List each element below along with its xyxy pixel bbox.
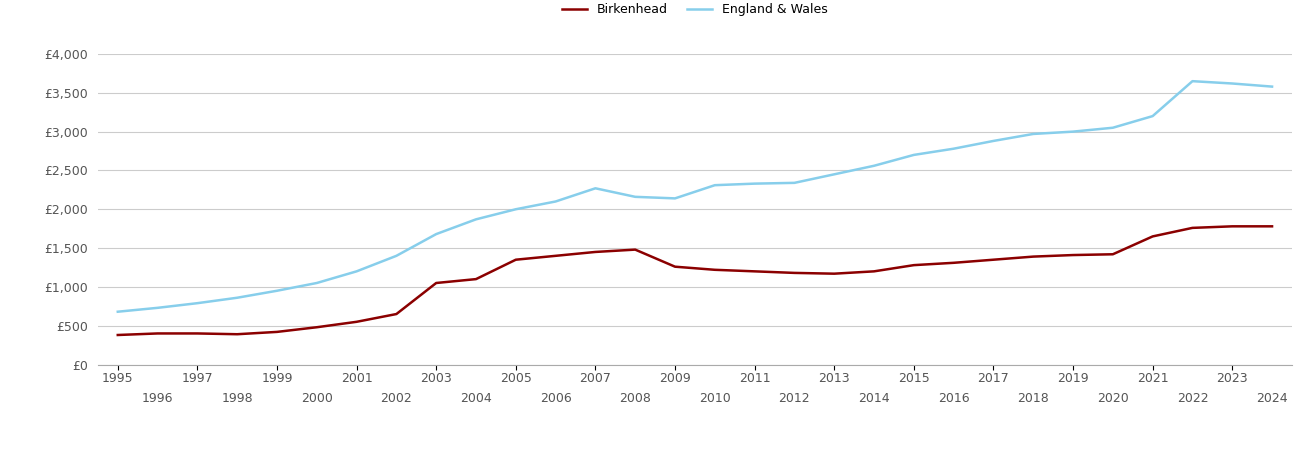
England & Wales (110, 309, 125, 315)
Line: England & Wales: England & Wales (117, 81, 1272, 312)
Birkenhead (508, 257, 523, 262)
Birkenhead (269, 329, 284, 335)
England & Wales (787, 180, 803, 185)
Birkenhead (667, 264, 683, 270)
Birkenhead (826, 271, 842, 276)
Birkenhead (348, 319, 364, 324)
Birkenhead (468, 276, 484, 282)
England & Wales (428, 231, 444, 237)
England & Wales (1065, 129, 1081, 134)
England & Wales (985, 138, 1001, 144)
Birkenhead (906, 262, 921, 268)
England & Wales (746, 181, 762, 186)
Birkenhead (1026, 254, 1041, 259)
England & Wales (348, 269, 364, 274)
England & Wales (826, 171, 842, 177)
England & Wales (1265, 84, 1280, 89)
Birkenhead (110, 332, 125, 338)
England & Wales (468, 216, 484, 222)
England & Wales (707, 183, 723, 188)
England & Wales (1224, 81, 1240, 86)
England & Wales (1185, 78, 1201, 84)
Birkenhead (230, 332, 245, 337)
Birkenhead (707, 267, 723, 273)
Birkenhead (946, 260, 962, 265)
England & Wales (309, 280, 325, 286)
Birkenhead (628, 247, 643, 252)
England & Wales (230, 295, 245, 301)
England & Wales (946, 146, 962, 151)
Legend: Birkenhead, England & Wales: Birkenhead, England & Wales (557, 0, 833, 21)
England & Wales (906, 152, 921, 158)
England & Wales (667, 196, 683, 201)
Birkenhead (150, 331, 166, 336)
England & Wales (1105, 125, 1121, 130)
Birkenhead (1265, 224, 1280, 229)
England & Wales (269, 288, 284, 293)
Line: Birkenhead: Birkenhead (117, 226, 1272, 335)
England & Wales (587, 185, 603, 191)
Birkenhead (985, 257, 1001, 262)
Birkenhead (787, 270, 803, 275)
Birkenhead (587, 249, 603, 255)
Birkenhead (1185, 225, 1201, 230)
Birkenhead (189, 331, 205, 336)
Birkenhead (1224, 224, 1240, 229)
England & Wales (548, 199, 564, 204)
England & Wales (1144, 113, 1160, 119)
Birkenhead (428, 280, 444, 286)
Birkenhead (1065, 252, 1081, 258)
Birkenhead (1105, 252, 1121, 257)
England & Wales (1026, 131, 1041, 137)
England & Wales (189, 301, 205, 306)
Birkenhead (309, 324, 325, 330)
England & Wales (508, 207, 523, 212)
Birkenhead (746, 269, 762, 274)
Birkenhead (389, 311, 405, 317)
Birkenhead (1144, 234, 1160, 239)
England & Wales (150, 305, 166, 310)
Birkenhead (867, 269, 882, 274)
England & Wales (867, 163, 882, 168)
Birkenhead (548, 253, 564, 258)
England & Wales (389, 253, 405, 258)
England & Wales (628, 194, 643, 199)
